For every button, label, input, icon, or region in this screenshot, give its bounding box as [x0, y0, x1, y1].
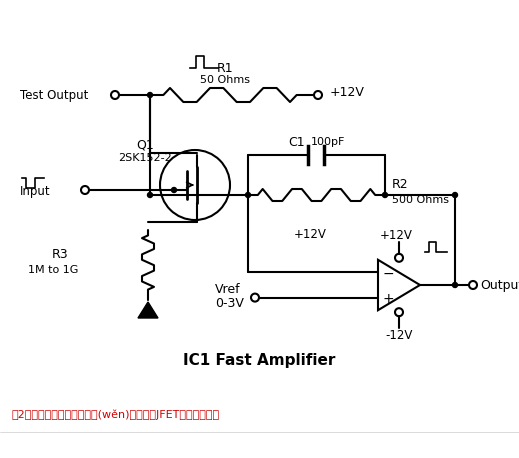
Text: +12V: +12V	[330, 87, 365, 99]
Text: 1M to 1G: 1M to 1G	[28, 265, 78, 275]
Text: +12V: +12V	[294, 229, 326, 241]
Circle shape	[171, 187, 176, 192]
Text: Input: Input	[20, 185, 51, 198]
Text: Test Output: Test Output	[20, 88, 88, 102]
Text: Output: Output	[480, 278, 519, 291]
Text: 圖2：很寬溫度范圍、增益穩(wěn)定的快速JFET高阻抗放大器: 圖2：很寬溫度范圍、增益穩(wěn)定的快速JFET高阻抗放大器	[12, 410, 220, 420]
Circle shape	[383, 192, 388, 197]
Text: Q1: Q1	[136, 138, 154, 152]
Text: R1: R1	[217, 61, 234, 75]
Text: C1: C1	[288, 136, 305, 148]
Text: 50 Ohms: 50 Ohms	[200, 75, 250, 85]
Text: 100pF: 100pF	[311, 137, 345, 147]
Text: +: +	[383, 292, 394, 305]
Text: IC1 Fast Amplifier: IC1 Fast Amplifier	[183, 353, 335, 367]
Text: 2SK152-2: 2SK152-2	[118, 153, 172, 163]
Circle shape	[147, 192, 153, 197]
Circle shape	[245, 192, 251, 197]
Text: 0-3V: 0-3V	[215, 297, 244, 310]
Text: 500 Ohms: 500 Ohms	[392, 195, 449, 205]
Text: R3: R3	[52, 247, 69, 261]
Text: +12V: +12V	[379, 229, 413, 242]
Text: Vref: Vref	[215, 283, 241, 296]
Circle shape	[453, 192, 458, 197]
Text: −: −	[383, 267, 394, 280]
Circle shape	[147, 93, 153, 98]
Polygon shape	[138, 302, 158, 318]
Text: -12V: -12V	[385, 329, 413, 342]
Text: R2: R2	[392, 179, 408, 191]
Circle shape	[453, 283, 458, 288]
